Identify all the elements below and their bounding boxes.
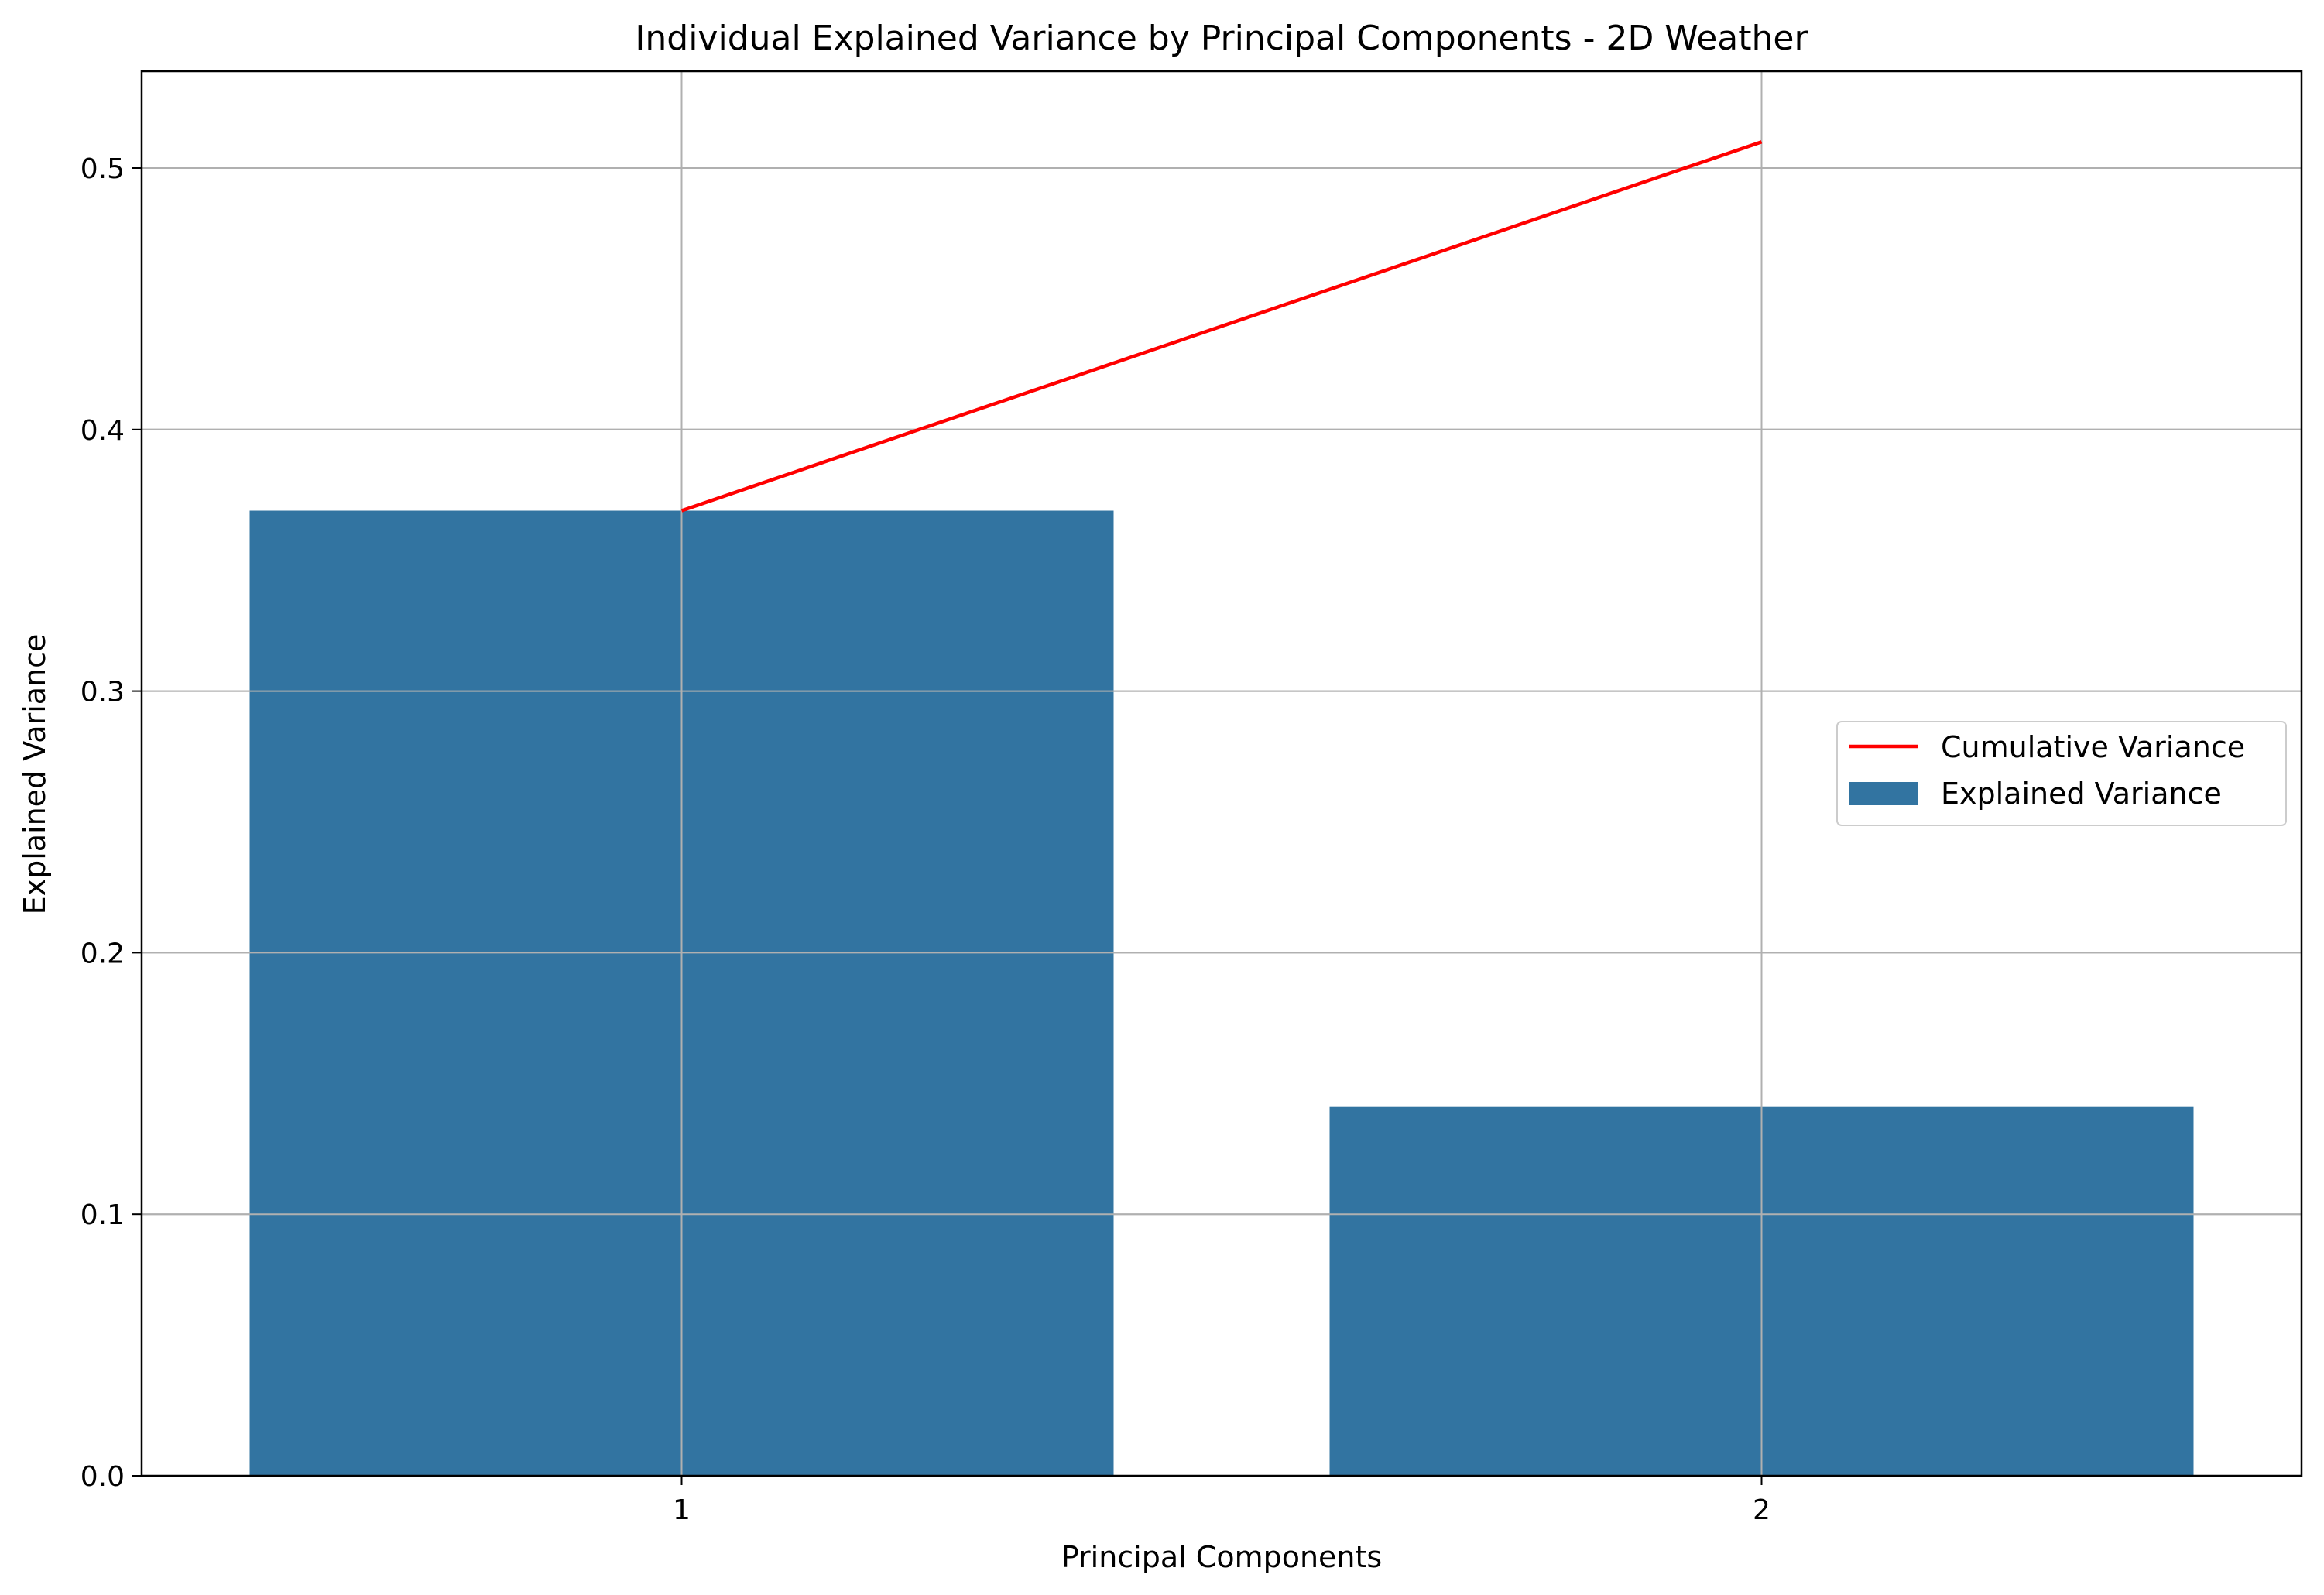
legend: Cumulative Variance Explained Variance bbox=[1836, 721, 2287, 826]
y-tick-label: 0.0 bbox=[81, 1461, 125, 1493]
legend-box bbox=[1836, 721, 2287, 826]
y-tick-label: 0.2 bbox=[81, 938, 125, 969]
y-axis-label: Explained Variance bbox=[18, 634, 52, 915]
chart-title: Individual Explained Variance by Princip… bbox=[635, 19, 1808, 58]
legend-label-explained: Explained Variance bbox=[1941, 777, 2222, 811]
bars bbox=[142, 71, 2302, 1477]
legend-bar-swatch bbox=[1849, 782, 1918, 805]
y-tick-label: 0.3 bbox=[81, 677, 125, 708]
x-tick-label: 1 bbox=[673, 1494, 691, 1526]
y-tick-label: 0.1 bbox=[81, 1199, 125, 1231]
x-tick-label: 2 bbox=[1753, 1494, 1770, 1526]
axis-ticks: 0.0 0.1 0.2 0.3 0.4 0.5 1 2 bbox=[81, 153, 1770, 1526]
cumulative-variance-line bbox=[680, 140, 1763, 513]
plot-frame bbox=[140, 70, 2303, 1477]
legend-label-cumulative: Cumulative Variance bbox=[1941, 730, 2245, 764]
y-tick-label: 0.4 bbox=[81, 415, 125, 447]
x-axis-label: Principal Components bbox=[1061, 1540, 1382, 1574]
cumulative-line-layer bbox=[680, 140, 1763, 513]
y-tick-label: 0.5 bbox=[81, 153, 125, 185]
